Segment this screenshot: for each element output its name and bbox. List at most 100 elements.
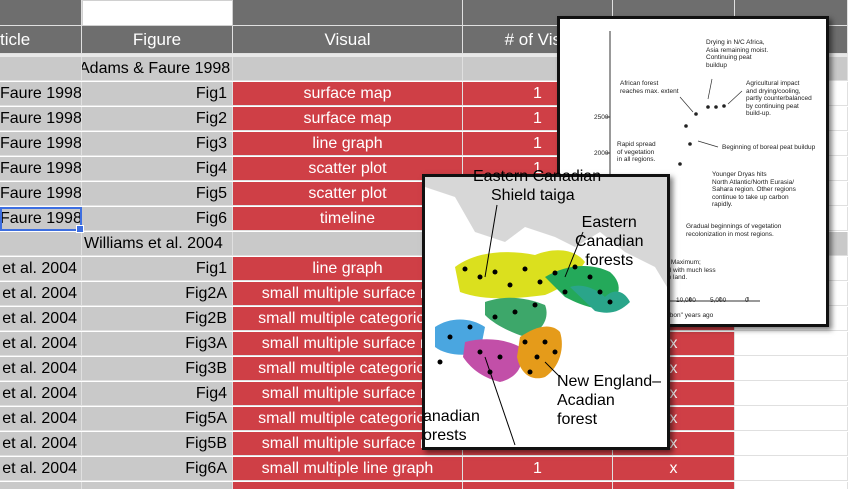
annotation: Beginning of boreal peat buildup	[722, 144, 816, 151]
table-row: et al. 2004 Fig6A small multiple line gr…	[0, 457, 848, 482]
figure-cell[interactable]: Fig6A	[82, 457, 233, 481]
article-cell[interactable]: et al. 2004	[0, 432, 82, 456]
table-cell[interactable]	[735, 332, 848, 356]
timeline-point	[678, 162, 682, 166]
timeline-point	[722, 104, 726, 108]
x-tick-label: 0	[745, 297, 749, 304]
figure-cell[interactable]: Fig4	[82, 157, 233, 181]
map-points	[437, 264, 613, 375]
figure-cell[interactable]: Fig1	[82, 257, 233, 281]
figure-cell[interactable]: Fig3	[82, 132, 233, 156]
x-tick-label: 10,000	[676, 297, 696, 304]
leader-line	[679, 96, 694, 113]
figure-cell[interactable]: Fig1	[82, 82, 233, 106]
article-cell[interactable]: et al. 2004	[0, 257, 82, 281]
figure-cell[interactable]: Fig2B	[82, 307, 233, 331]
article-cell[interactable]: Faure 1998	[0, 107, 82, 131]
table-row-partial	[0, 482, 848, 489]
x-tick-label: 5,000	[710, 297, 727, 304]
annotation: Drying in N/C Africa, Asia remaining moi…	[706, 39, 769, 69]
y-tick-label: 2500	[594, 114, 609, 121]
article-cell[interactable]: Faure 1998	[0, 82, 82, 106]
leader-line	[707, 78, 713, 100]
table-cell[interactable]	[0, 57, 82, 81]
figure-cell[interactable]: Fig5B	[82, 432, 233, 456]
annotation: Gradual beginnings of vegetation recolon…	[686, 223, 782, 238]
timeline-point	[714, 105, 718, 109]
leader-line	[727, 90, 743, 105]
figure-cell[interactable]: Fig2A	[82, 282, 233, 306]
map-label-shield-taiga: Shield taiga	[491, 187, 575, 204]
map-figure-thumbnail[interactable]: Eastern Canadian Shield taiga Eastern Ca…	[422, 168, 670, 450]
table-cell[interactable]	[0, 232, 82, 256]
header-visual[interactable]: Visual	[233, 26, 463, 54]
column-header-c[interactable]	[233, 0, 463, 26]
article-cell[interactable]: Faure 1998	[0, 182, 82, 206]
figure-cell[interactable]: Fig3B	[82, 357, 233, 381]
article-cell[interactable]: Faure 1998	[0, 157, 82, 181]
article-cell-selected[interactable]: Faure 1998	[0, 207, 82, 231]
figure-cell[interactable]: Fig5A	[82, 407, 233, 431]
table-cell[interactable]	[735, 482, 848, 489]
figure-cell[interactable]: Fig3A	[82, 332, 233, 356]
figure-cell[interactable]: Fig2	[82, 107, 233, 131]
map-label-top: Eastern Canadian	[473, 168, 602, 185]
article-cell[interactable]: et al. 2004	[0, 407, 82, 431]
new-england-acadian-region	[517, 326, 562, 379]
leader-line	[697, 140, 719, 148]
article-cell[interactable]: et al. 2004	[0, 357, 82, 381]
group-label[interactable]: Adams & Faure 1998	[82, 57, 233, 81]
table-cell[interactable]	[82, 482, 233, 489]
x-axis-unit: arbon" years ago	[664, 312, 714, 319]
article-cell[interactable]: et al. 2004	[0, 307, 82, 331]
table-cell[interactable]	[735, 357, 848, 381]
figure-cell[interactable]: Fig6	[82, 207, 233, 231]
timeline-figure-drawing	[606, 31, 760, 302]
column-letter-bar	[0, 0, 848, 26]
selection-fill-handle[interactable]	[76, 225, 84, 233]
figure-cell[interactable]: Fig4	[82, 382, 233, 406]
timeline-point	[688, 142, 692, 146]
num-cell[interactable]: 1	[463, 457, 613, 481]
label-pointer	[564, 231, 584, 278]
visual-cell[interactable]: surface map	[233, 82, 463, 106]
article-cell[interactable]: et al. 2004	[0, 382, 82, 406]
figure-cell[interactable]: Fig5	[82, 182, 233, 206]
annotation: Agricultural impact and drying/cooling, …	[746, 80, 812, 117]
column-header-a[interactable]	[0, 0, 82, 26]
header-gap	[0, 54, 848, 57]
mixed-forest-region	[485, 297, 547, 337]
group-label-text: Adams & Faure 1998	[82, 60, 231, 77]
map-label-new-england-acadian: New England– Acadian forest	[557, 373, 662, 428]
table-cell[interactable]	[0, 482, 82, 489]
x-cell[interactable]: x	[613, 457, 735, 481]
table-cell[interactable]	[735, 382, 848, 406]
table-cell[interactable]	[233, 482, 463, 489]
article-cell[interactable]: Faure 1998	[0, 132, 82, 156]
central-forest-region	[463, 339, 522, 382]
visual-cell[interactable]: small multiple line graph	[233, 457, 463, 481]
timeline-point	[706, 105, 710, 109]
article-cell[interactable]: et al. 2004	[0, 457, 82, 481]
column-header-b[interactable]	[82, 0, 233, 26]
table-cell[interactable]	[735, 407, 848, 431]
visual-cell[interactable]: line graph	[233, 132, 463, 156]
visual-cell[interactable]: surface map	[233, 107, 463, 131]
header-figure[interactable]: Figure	[82, 26, 233, 54]
group-label[interactable]: Williams et al. 2004	[82, 232, 233, 256]
article-cell[interactable]: et al. 2004	[0, 332, 82, 356]
table-cell[interactable]	[735, 457, 848, 481]
label-pointer	[544, 361, 561, 378]
annotation: Rapid spread of vegetation in all region…	[617, 141, 656, 163]
table-cell[interactable]	[463, 482, 613, 489]
map-label-eastern-canadian-forests: Eastern Canadian forests	[575, 214, 644, 269]
eastern-forest-region-2	[570, 285, 630, 313]
annotation: Younger Dryas hits North Atlantic/North …	[712, 171, 796, 208]
timeline-point	[694, 112, 698, 116]
table-cell[interactable]	[613, 482, 735, 489]
article-cell[interactable]: et al. 2004	[0, 282, 82, 306]
annotation: African forest reaches max. extent	[620, 80, 679, 95]
table-cell[interactable]	[233, 57, 463, 81]
table-cell[interactable]	[735, 432, 848, 456]
header-article[interactable]: ticle	[0, 26, 82, 54]
